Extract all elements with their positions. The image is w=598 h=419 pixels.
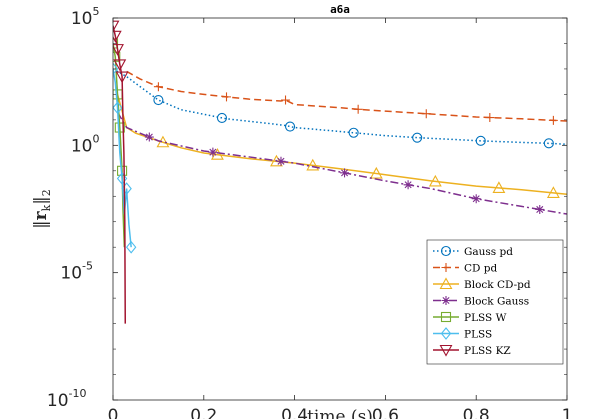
legend-marker — [440, 327, 452, 340]
data-point — [285, 121, 296, 132]
data-point — [548, 115, 558, 125]
legend-marker — [440, 311, 452, 323]
data-point — [306, 158, 320, 171]
data-point — [412, 132, 423, 143]
legend-box — [426, 239, 564, 365]
legend-entry: PLSS W — [433, 311, 507, 324]
y-tick-label: 105 — [71, 5, 100, 29]
data-point — [153, 94, 164, 106]
data-point — [113, 101, 123, 115]
data-point — [348, 127, 359, 138]
series-line — [113, 68, 567, 146]
series-block-gauss — [116, 111, 567, 215]
y-tick-label: 100 — [71, 132, 100, 156]
data-point — [276, 156, 286, 166]
series-cd-pd — [126, 70, 567, 125]
legend-label: CD pd — [464, 263, 498, 275]
svg-text:‖rk‖2: ‖rk‖2 — [31, 189, 53, 229]
y-axis-label: ‖rk‖2 — [31, 189, 53, 229]
data-point — [125, 240, 137, 254]
data-point — [535, 204, 545, 214]
data-point — [113, 38, 119, 49]
legend-entry: CD pd — [433, 263, 498, 275]
data-point — [144, 132, 154, 142]
legend-entry: Block CD-pd — [433, 277, 531, 291]
series-plss-kz — [113, 20, 129, 324]
data-point — [546, 186, 560, 198]
x-tick-label: 0.4 — [281, 406, 308, 419]
data-point — [475, 135, 486, 146]
data-point — [113, 30, 122, 43]
data-point — [353, 104, 363, 114]
x-tick-label: 0 — [108, 406, 119, 419]
legend-entry: Block Gauss — [433, 296, 529, 308]
data-point — [113, 59, 127, 72]
data-point — [369, 166, 383, 179]
series-line — [126, 70, 567, 122]
data-point — [216, 112, 228, 123]
legend-label: Block CD-pd — [464, 279, 531, 291]
legend-label: PLSS — [464, 329, 492, 341]
x-axis-label: time (s) — [307, 407, 373, 419]
data-point — [543, 138, 554, 149]
data-point — [208, 147, 218, 157]
data-point — [114, 122, 125, 133]
data-point — [113, 20, 120, 33]
x-tick-label: 0.6 — [372, 406, 399, 419]
legend-marker — [439, 277, 453, 290]
data-point — [113, 44, 124, 56]
legend-marker — [441, 263, 451, 272]
legend-marker — [439, 344, 453, 357]
legend-entry: PLSS — [433, 327, 492, 341]
series-line — [113, 43, 126, 248]
data-point — [281, 95, 291, 105]
data-point — [222, 92, 231, 102]
x-tick-label: 0.8 — [463, 406, 490, 419]
data-point — [340, 168, 350, 178]
series-line — [116, 94, 567, 195]
data-point — [485, 113, 495, 123]
series-gauss-pd — [113, 68, 567, 149]
chart-title: a6a — [330, 3, 350, 16]
legend-marker — [441, 296, 451, 305]
legend-label: PLSS W — [464, 312, 507, 324]
legend-entry: Gauss pd — [433, 245, 513, 258]
series-line — [116, 111, 567, 215]
legend-label: PLSS KZ — [464, 345, 511, 357]
data-point — [428, 174, 442, 187]
data-point — [113, 62, 119, 76]
legend-label: Gauss pd — [464, 246, 513, 258]
data-point — [153, 82, 163, 92]
data-point — [116, 172, 128, 185]
series-line — [113, 68, 132, 248]
data-point — [471, 194, 481, 204]
data-point — [115, 71, 129, 84]
data-point — [403, 180, 413, 190]
x-tick-label: 0.2 — [190, 406, 217, 419]
axes-box — [112, 17, 568, 401]
x-tick-label: 1 — [562, 406, 573, 419]
y-tick-label: 10-5 — [60, 260, 93, 284]
legend-label: Block Gauss — [464, 296, 529, 308]
legend: Gauss pd CD pd Block CD-pd Block Gauss PLSS … — [426, 239, 564, 365]
data-point — [492, 181, 506, 193]
data-point — [421, 109, 431, 119]
legend-marker — [440, 245, 452, 257]
y-tick-label: 10-10 — [47, 387, 87, 411]
legend-entry: PLSS KZ — [433, 344, 511, 357]
